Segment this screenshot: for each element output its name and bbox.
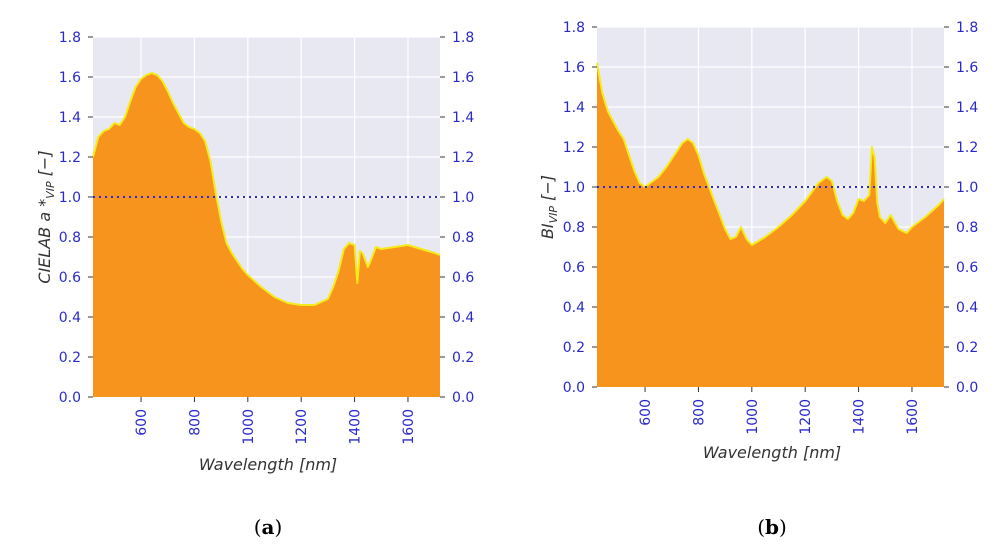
y-axis-title-base-b: BI	[538, 223, 557, 239]
ytick-label-left-a: 0.8	[59, 230, 81, 246]
y-axis-title-a: CIELAB a *VIP [−]	[35, 150, 57, 283]
ytick-label-left-a: 0.6	[59, 270, 81, 286]
edge-line-a	[92, 72, 441, 306]
xtick-label-a: 800	[187, 409, 203, 436]
ytick-label-left-a: 1.0	[59, 190, 81, 206]
ytick-label-left-b: 1.0	[563, 180, 585, 196]
xtick-label-b: 800	[691, 399, 707, 426]
ytick-label-right-b: 1.0	[956, 180, 978, 196]
y-axis-title-suffix-a: [−]	[35, 150, 54, 181]
area-series-a	[93, 73, 440, 397]
xtick-label-a: 1200	[294, 409, 310, 445]
ticks-a: 0.0 0.0 0.2 0.2 0.4 0.4 0.6 0.6 0.8 0.8 1.0 1.0 1.2 1…	[59, 30, 475, 445]
ytick-label-right-b: 0.8	[956, 220, 978, 236]
ytick-label-right-a: 0.4	[452, 310, 474, 326]
y-axis-title-sub-b: VIP	[547, 206, 560, 224]
ytick-label-right-a: 0.8	[452, 230, 474, 246]
ytick-label-left-a: 1.4	[59, 110, 81, 126]
x-axis-title-a: Wavelength [nm]	[199, 455, 337, 474]
ytick-label-left-b: 0.2	[563, 340, 585, 356]
ytick-label-right-b: 0.6	[956, 260, 978, 276]
xtick-label-b: 1600	[905, 399, 921, 435]
xtick-label-a: 1600	[401, 409, 417, 445]
y-axis-title-sub-a: VIP	[44, 181, 57, 199]
ytick-label-left-b: 1.6	[563, 60, 585, 76]
ytick-label-right-a: 1.6	[452, 70, 474, 86]
xtick-label-a: 1400	[348, 409, 364, 445]
ytick-label-right-a: 1.0	[452, 190, 474, 206]
ytick-label-right-b: 1.8	[956, 20, 978, 36]
xtick-label-b: 1000	[745, 399, 761, 435]
ytick-label-right-b: 1.6	[956, 60, 978, 76]
xtick-label-b: 600	[638, 399, 654, 426]
ytick-label-right-a: 0.0	[452, 390, 474, 406]
ytick-label-right-b: 0.2	[956, 340, 978, 356]
area-series-b	[597, 63, 944, 387]
xtick-label-a: 600	[134, 409, 150, 436]
ytick-label-right-b: 0.4	[956, 300, 978, 316]
caption-letter-a: a	[262, 515, 275, 539]
panel-a: 0.0 0.0 0.2 0.2 0.4 0.4 0.6 0.6 0.8 0.8 1.0 1.0 1.2 1…	[35, 30, 474, 539]
y-axis-title-base-a: CIELAB a *	[35, 199, 54, 284]
ytick-label-left-a: 0.4	[59, 310, 81, 326]
ytick-label-right-b: 1.2	[956, 140, 978, 156]
ytick-label-right-a: 1.2	[452, 150, 474, 166]
y-axis-title-b: BIVIP [−]	[538, 175, 560, 239]
ytick-label-left-a: 0.2	[59, 350, 81, 366]
ytick-label-right-a: 0.2	[452, 350, 474, 366]
ytick-label-left-a: 1.8	[59, 30, 81, 46]
ytick-label-right-a: 0.6	[452, 270, 474, 286]
caption-b: (b)	[757, 515, 787, 539]
caption-letter-b: b	[765, 515, 779, 539]
ytick-label-left-b: 0.8	[563, 220, 585, 236]
ytick-label-left-b: 1.2	[563, 140, 585, 156]
ytick-label-left-a: 0.0	[59, 390, 81, 406]
ytick-label-left-b: 0.0	[563, 380, 585, 396]
ytick-label-left-b: 1.8	[563, 20, 585, 36]
ytick-label-right-b: 0.0	[956, 380, 978, 396]
ytick-label-right-b: 1.4	[956, 100, 978, 116]
ytick-label-left-b: 0.4	[563, 300, 585, 316]
xtick-label-b: 1400	[852, 399, 868, 435]
ytick-label-left-b: 0.6	[563, 260, 585, 276]
ticks-b: 0.0 0.0 0.2 0.2 0.4 0.4 0.6 0.6 0.8 0.8 1.0 1.0 1.2 1…	[563, 20, 979, 435]
xtick-label-a: 1000	[241, 409, 257, 445]
panel-b: 0.0 0.0 0.2 0.2 0.4 0.4 0.6 0.6 0.8 0.8 1.0 1.0 1.2 1…	[538, 20, 978, 539]
y-axis-title-suffix-b: [−]	[538, 175, 557, 206]
x-axis-title-b: Wavelength [nm]	[703, 443, 841, 462]
caption-a: (a)	[254, 515, 283, 539]
ytick-label-left-a: 1.6	[59, 70, 81, 86]
ytick-label-left-a: 1.2	[59, 150, 81, 166]
ytick-label-right-a: 1.8	[452, 30, 474, 46]
ytick-label-left-b: 1.4	[563, 100, 585, 116]
ytick-label-right-a: 1.4	[452, 110, 474, 126]
xtick-label-b: 1200	[798, 399, 814, 435]
